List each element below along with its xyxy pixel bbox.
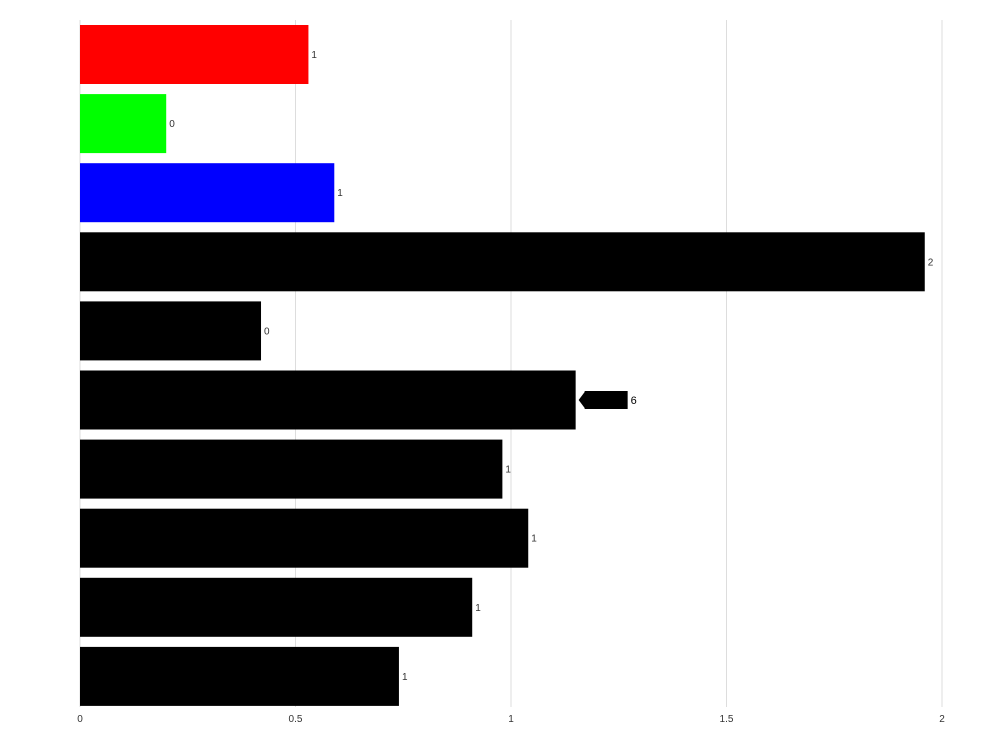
- value-labels: 1 0 1 2 0 6 1 1 1 1: [169, 50, 934, 683]
- bar-value-label: 1: [475, 603, 481, 614]
- bars: [80, 25, 925, 706]
- x-tick-label: 1: [508, 714, 514, 725]
- bar: [80, 439, 503, 499]
- x-tick-label: 0: [77, 714, 83, 725]
- bar-value-label: 0: [169, 119, 175, 130]
- bar: [80, 25, 309, 84]
- x-axis-ticks: 0 0.5 1 1.5 2: [77, 714, 945, 725]
- bar-value-label: 0: [264, 326, 270, 337]
- bar: [80, 370, 576, 430]
- x-tick-label: 1.5: [720, 714, 734, 725]
- bar-value-label: 1: [311, 50, 317, 61]
- bar-value-label: 2: [928, 257, 934, 268]
- bar: [80, 646, 399, 706]
- bar: [80, 94, 167, 154]
- bar: [80, 301, 262, 361]
- bar-value-label: 6: [631, 395, 637, 407]
- callout-marker: [578, 391, 628, 409]
- x-tick-label: 2: [939, 714, 945, 725]
- bar-value-label: 1: [531, 534, 537, 545]
- bar: [80, 232, 925, 292]
- x-tick-label: 0.5: [289, 714, 303, 725]
- bar-value-label: 1: [402, 672, 408, 683]
- bar: [80, 577, 473, 637]
- bar-value-label: 1: [337, 188, 343, 199]
- bar: [80, 163, 335, 223]
- bar: [80, 508, 529, 568]
- bar-value-label: 1: [505, 465, 511, 476]
